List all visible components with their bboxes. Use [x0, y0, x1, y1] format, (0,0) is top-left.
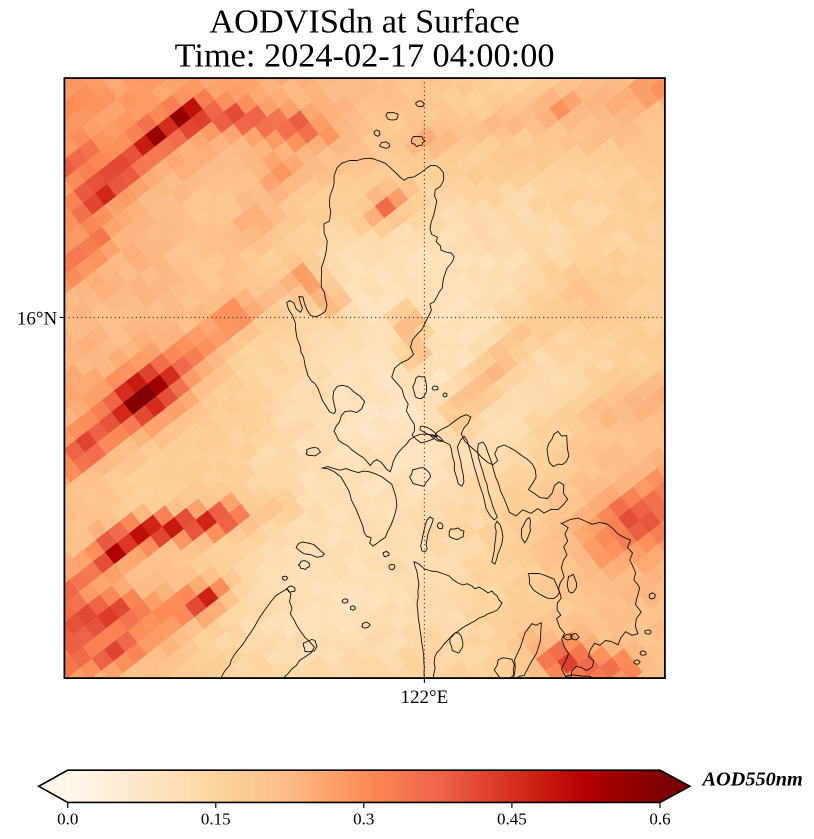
svg-text:AODVISdn at Surface: AODVISdn at Surface — [209, 3, 520, 41]
svg-text:0.3: 0.3 — [353, 810, 374, 829]
svg-text:Time: 2024-02-17 04:00:00: Time: 2024-02-17 04:00:00 — [175, 36, 555, 74]
svg-text:0.15: 0.15 — [201, 810, 231, 829]
svg-text:AOD550nm: AOD550nm — [701, 769, 803, 791]
svg-text:0.45: 0.45 — [497, 810, 527, 829]
svg-text:0.6: 0.6 — [649, 810, 670, 829]
svg-text:16°N: 16°N — [17, 309, 58, 330]
svg-text:122°E: 122°E — [401, 687, 449, 708]
svg-text:0.0: 0.0 — [57, 810, 78, 829]
